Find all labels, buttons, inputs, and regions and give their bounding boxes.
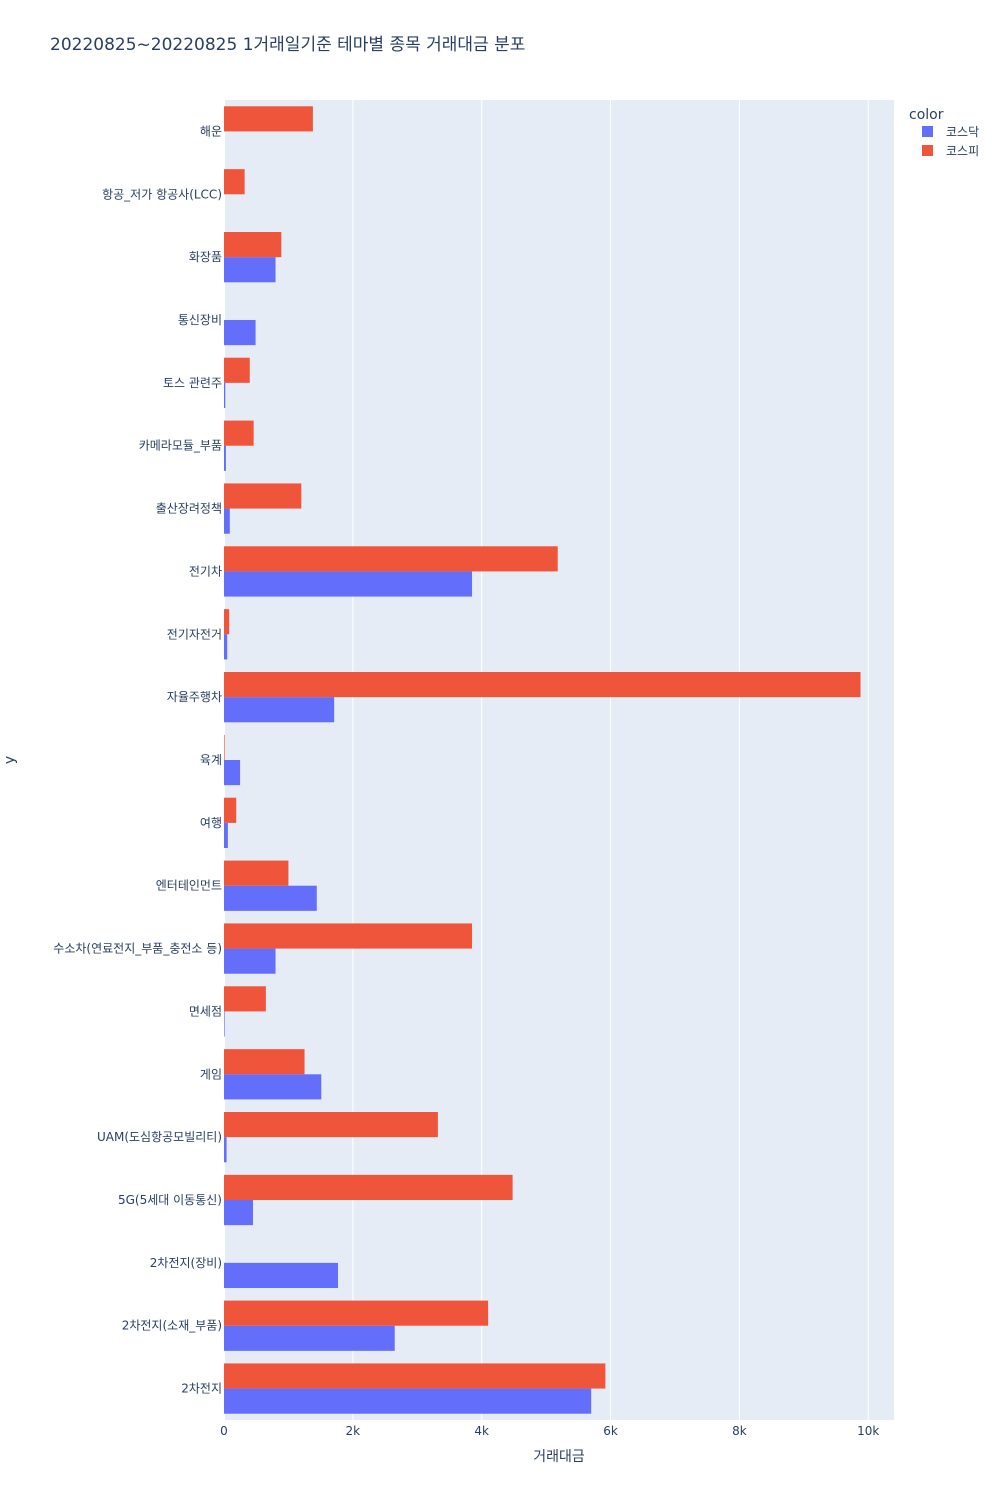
plot-background	[224, 100, 894, 1420]
x-tick-label: 4k	[474, 1424, 489, 1438]
bar-kospi[interactable]	[224, 860, 289, 886]
legend-swatch[interactable]	[922, 145, 933, 156]
bar-kosdaq[interactable]	[224, 948, 276, 974]
bar-kospi[interactable]	[224, 1300, 489, 1326]
bar-kospi[interactable]	[224, 1112, 438, 1138]
y-tick-label: 엔터테인먼트	[156, 879, 222, 893]
y-tick-label: 화장품	[189, 250, 222, 264]
x-tick-label: 8k	[732, 1424, 747, 1438]
y-tick-label: 항공_저가 항공사(LCC)	[102, 187, 222, 201]
y-tick-label: 육계	[200, 753, 222, 767]
bar-kosdaq[interactable]	[224, 634, 228, 660]
bar-kosdaq[interactable]	[224, 382, 226, 408]
y-tick-label: 통신장비	[178, 313, 222, 327]
bar-kospi[interactable]	[224, 106, 313, 132]
x-axis-ticks: 0 2k 4k 6k 8k 10k	[220, 1424, 879, 1438]
bar-kospi[interactable]	[224, 483, 302, 509]
bar-kosdaq[interactable]	[224, 445, 226, 471]
x-axis-title: 거래대금	[533, 1449, 585, 1465]
chart-title: 20220825~20220825 1거래일기준 테마별 종목 거래대금 분포	[50, 35, 525, 55]
bar-kospi[interactable]	[224, 546, 558, 572]
y-tick-label: 2차전지(장비)	[150, 1256, 222, 1270]
bar-kospi[interactable]	[224, 1363, 606, 1389]
x-tick-label: 6k	[603, 1424, 618, 1438]
y-tick-label: 여행	[200, 815, 222, 830]
x-tick-label: 2k	[346, 1424, 361, 1438]
bar-kosdaq[interactable]	[224, 1137, 227, 1163]
bar-kospi[interactable]	[224, 1174, 513, 1200]
bar-kosdaq[interactable]	[224, 697, 335, 723]
bar-kospi[interactable]	[224, 986, 266, 1012]
bar-kosdaq[interactable]	[224, 885, 317, 911]
x-tick-label: 0	[220, 1424, 228, 1438]
legend-swatch[interactable]	[922, 126, 933, 137]
y-tick-label: 전기차	[189, 564, 222, 578]
y-tick-label: 면세점	[189, 1004, 222, 1018]
legend-title: color	[909, 107, 944, 123]
y-tick-label: 토스 관련주	[163, 376, 222, 390]
y-tick-label: 자율주행차	[167, 689, 222, 704]
y-tick-label: 카메라모듈_부품	[139, 439, 222, 453]
bar-kosdaq[interactable]	[224, 571, 473, 597]
bar-kosdaq[interactable]	[224, 1011, 225, 1037]
bar-kospi[interactable]	[224, 357, 250, 383]
bar-kospi[interactable]	[224, 672, 861, 698]
y-tick-label: 전기자전거	[167, 627, 222, 641]
legend-label[interactable]: 코스닥	[946, 125, 979, 139]
bar-kosdaq[interactable]	[224, 320, 256, 346]
bar-kosdaq[interactable]	[224, 1262, 339, 1288]
y-tick-label: 5G(5세대 이동통신)	[118, 1193, 222, 1207]
y-axis-title: y	[2, 756, 18, 764]
legend-label[interactable]: 코스피	[946, 144, 979, 158]
y-tick-label: 출산장려정책	[156, 501, 222, 516]
bar-kospi[interactable]	[224, 169, 245, 195]
bar-kospi[interactable]	[224, 923, 473, 949]
x-tick-label: 10k	[857, 1424, 879, 1438]
bar-kospi[interactable]	[224, 232, 282, 258]
y-tick-label: 2차전지	[181, 1382, 222, 1396]
bar-kosdaq[interactable]	[224, 760, 241, 786]
bar-kospi[interactable]	[224, 797, 237, 823]
y-tick-label: 2차전지(소재_부품)	[122, 1319, 222, 1333]
bar-kosdaq[interactable]	[224, 822, 228, 848]
bar-kosdaq[interactable]	[224, 1325, 395, 1351]
bar-kospi[interactable]	[224, 734, 225, 760]
y-tick-label: UAM(도심항공모빌리티)	[97, 1130, 222, 1144]
bar-kospi[interactable]	[224, 420, 254, 446]
bar-kosdaq[interactable]	[224, 257, 276, 283]
bar-kosdaq[interactable]	[224, 1074, 322, 1100]
y-tick-label: 해운	[200, 124, 222, 138]
y-tick-label: 수소차(연료전지_부품_충전소 등)	[53, 942, 222, 956]
bars	[224, 106, 861, 1414]
y-tick-label: 게임	[200, 1067, 222, 1081]
bar-kospi[interactable]	[224, 609, 230, 635]
bar-kosdaq[interactable]	[224, 1200, 253, 1226]
bar-kosdaq[interactable]	[224, 508, 230, 534]
bar-kospi[interactable]	[224, 1049, 305, 1075]
y-axis-ticks: 2차전지 2차전지(소재_부품) 2차전지(장비) 5G(5세대 이동통신) UAM(도…	[53, 124, 222, 1395]
bar-kosdaq[interactable]	[224, 1388, 592, 1414]
